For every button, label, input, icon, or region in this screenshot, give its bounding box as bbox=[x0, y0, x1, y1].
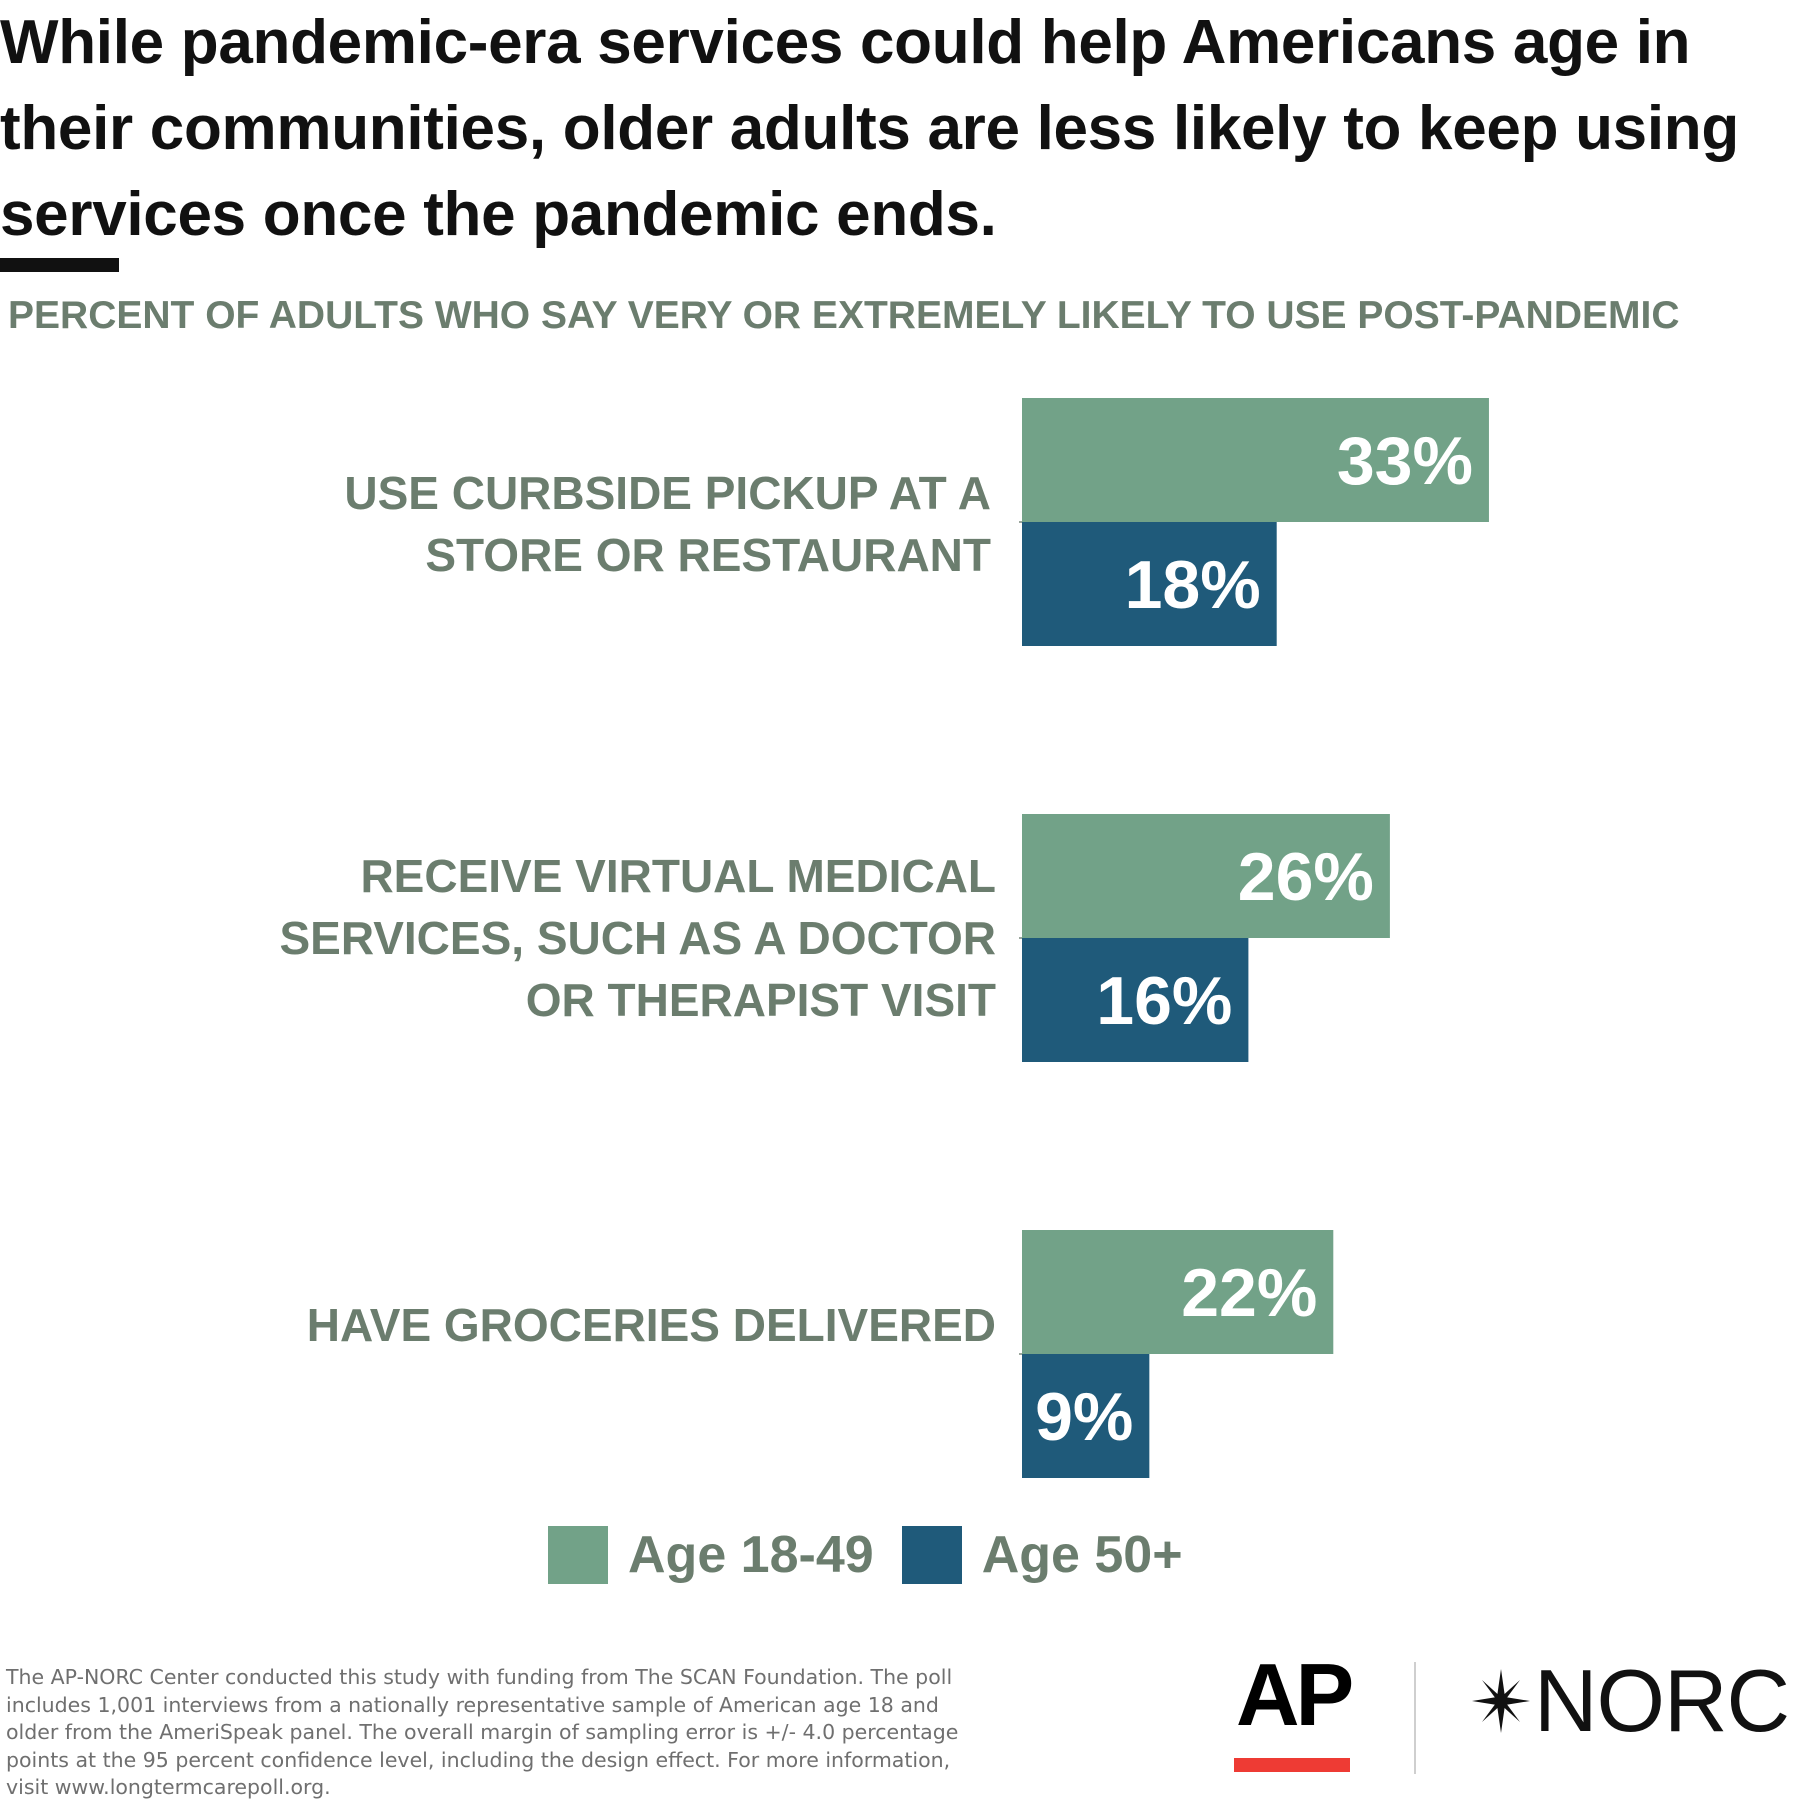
category-label-curbside: USE CURBSIDE PICKUP AT A STORE OR RESTAU… bbox=[344, 467, 991, 581]
ap-logo-accent-bar bbox=[1234, 1758, 1350, 1772]
legend-swatch-age-50-plus bbox=[901, 1526, 962, 1584]
data-label-curbside-age-18-49: 33% bbox=[1337, 423, 1473, 499]
legend-item-age-50-plus: Age 50+ bbox=[901, 1525, 1183, 1585]
chart-subtitle: PERCENT OF ADULTS WHO SAY VERY OR EXTREM… bbox=[8, 294, 1680, 337]
data-label-curbside-age-50-plus: 18% bbox=[1125, 547, 1261, 623]
norc-wordmark: NORC bbox=[1534, 1651, 1790, 1750]
headline-rule bbox=[0, 258, 119, 272]
norc-star-icon bbox=[1472, 1669, 1530, 1733]
data-label-virtual-medical-age-18-49: 26% bbox=[1238, 839, 1374, 915]
bar-curbside-age-50-plus bbox=[1022, 522, 1277, 646]
data-label-groceries-age-50-plus: 9% bbox=[1035, 1379, 1133, 1455]
legend-label-age-18-49: Age 18-49 bbox=[628, 1526, 874, 1584]
ap-logo: AP bbox=[1236, 1645, 1354, 1744]
legend: Age 18-49 Age 50+ bbox=[548, 1525, 1211, 1585]
legend-swatch-age-18-49 bbox=[548, 1526, 608, 1584]
bar-groceries-age-18-49 bbox=[1022, 1230, 1334, 1354]
category-label-groceries: HAVE GROCERIES DELIVERED bbox=[306, 1299, 996, 1351]
bar-curbside-age-18-49 bbox=[1022, 398, 1489, 522]
data-label-groceries-age-18-49: 22% bbox=[1181, 1255, 1317, 1331]
category-label-virtual-medical: RECEIVE VIRTUAL MEDICAL SERVICES, SUCH A… bbox=[279, 850, 996, 1026]
bar-virtual-medical-age-50-plus bbox=[1022, 938, 1249, 1062]
bar-chart: 33% 18% 26%16% 22% 9% bbox=[1019, 398, 1489, 1478]
methodology-footnote: The AP-NORC Center conducted this study … bbox=[6, 1665, 959, 1799]
norc-logo: NORC bbox=[1468, 1651, 1790, 1750]
legend-label-age-50-plus: Age 50+ bbox=[981, 1526, 1183, 1584]
legend-item-age-18-49: Age 18-49 bbox=[548, 1525, 874, 1585]
headline: While pandemic-era services could help A… bbox=[0, 8, 1739, 249]
logo-divider bbox=[1414, 1662, 1416, 1774]
bar-virtual-medical-age-18-49 bbox=[1022, 814, 1390, 938]
bar-groceries-age-50-plus bbox=[1022, 1354, 1150, 1478]
data-label-virtual-medical-age-50-plus: 16% bbox=[1096, 963, 1232, 1039]
